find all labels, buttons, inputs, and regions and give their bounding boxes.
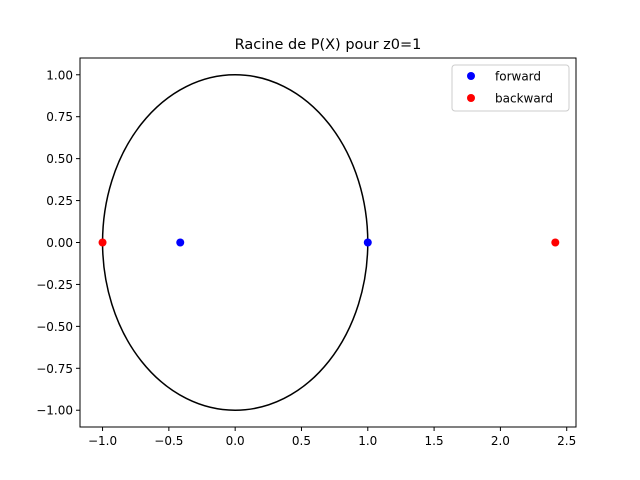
axes-frame [79,57,577,428]
x-tick-label: −1.0 [88,434,117,448]
x-tick-label: −0.5 [154,434,183,448]
forward-legend-marker [467,72,475,80]
x-tick-label: 0.5 [292,434,311,448]
y-tick-label: 0.50 [46,152,73,166]
y-tick-label: 0.75 [46,110,73,124]
legend-label-forward: forward [495,70,541,84]
y-tick-label: −0.75 [36,362,73,376]
axis-ticks: −1.0 −0.5 0.0 0.5 1.0 1.5 2.0 2.5 1.00 0.75 0.50 0.… [36,68,576,448]
backward-legend-marker [467,94,475,102]
y-tick-label: −0.25 [36,278,73,292]
unit-circle [101,74,369,411]
y-tick-label: 1.00 [46,68,73,82]
x-tick-label: 1.5 [425,434,444,448]
backward-point [98,238,107,247]
x-tick-label: 0.0 [226,434,245,448]
legend: forward backward [451,64,570,112]
chart-title: Racine de P(X) pour z0=1 [235,37,422,53]
plot-area [98,74,560,411]
y-tick-label: 0.00 [46,236,73,250]
y-tick-label: −0.50 [36,320,73,334]
legend-label-backward: backward [495,92,553,106]
y-tick-label: −1.00 [36,404,73,418]
forward-point [176,238,185,247]
forward-point [363,238,372,247]
backward-point [551,238,560,247]
x-tick-label: 2.5 [557,434,576,448]
y-tick-label: 0.25 [46,194,73,208]
x-tick-label: 2.0 [491,434,510,448]
legend-box [451,64,570,112]
x-tick-label: 1.0 [358,434,377,448]
